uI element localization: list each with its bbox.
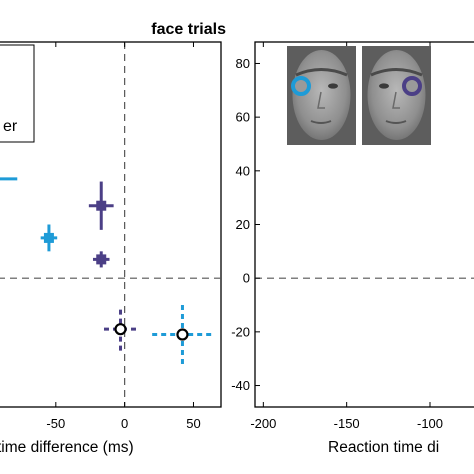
square-marker bbox=[43, 232, 54, 243]
face-image-light-blue-eye bbox=[287, 46, 356, 145]
data-point bbox=[152, 305, 213, 365]
right-x-axis-label: Reaction time di bbox=[328, 439, 439, 456]
x-tick-label: 0 bbox=[121, 416, 128, 431]
y-tick-label: -20 bbox=[231, 324, 250, 339]
y-tick-label: 40 bbox=[236, 163, 250, 178]
y-tick-label: 0 bbox=[243, 271, 250, 286]
x-tick-label: -50 bbox=[46, 416, 65, 431]
data-point bbox=[103, 307, 138, 351]
y-tick-label: 80 bbox=[236, 56, 250, 71]
data-point bbox=[92, 251, 110, 268]
square-marker bbox=[96, 254, 107, 265]
data-point bbox=[0, 177, 18, 181]
left-data-marks bbox=[0, 177, 213, 365]
x-tick-label: -150 bbox=[334, 416, 360, 431]
eye-highlight-light-blue-icon bbox=[291, 76, 311, 96]
y-tick-label: 60 bbox=[236, 110, 250, 125]
legend-entry: er bbox=[3, 118, 18, 135]
eye-highlight-purple-icon bbox=[402, 76, 422, 96]
x-tick-label: 50 bbox=[186, 416, 200, 431]
x-tick-label: -200 bbox=[250, 416, 276, 431]
x-tick-label: -100 bbox=[417, 416, 443, 431]
y-tick-label: -40 bbox=[231, 378, 250, 393]
left-chart-title: face trials bbox=[151, 21, 226, 38]
data-point bbox=[40, 224, 58, 252]
circle-marker bbox=[176, 328, 189, 341]
legend-box: er bbox=[0, 44, 35, 143]
face-image-purple-eye bbox=[362, 46, 431, 145]
left-plot-frame bbox=[0, 41, 222, 408]
left-x-axis-label: time difference (ms) bbox=[0, 439, 134, 456]
y-tick-label: 20 bbox=[236, 217, 250, 232]
data-point bbox=[88, 181, 114, 230]
circle-marker bbox=[114, 323, 127, 336]
square-marker bbox=[96, 200, 107, 211]
left-reference-lines bbox=[0, 42, 221, 407]
